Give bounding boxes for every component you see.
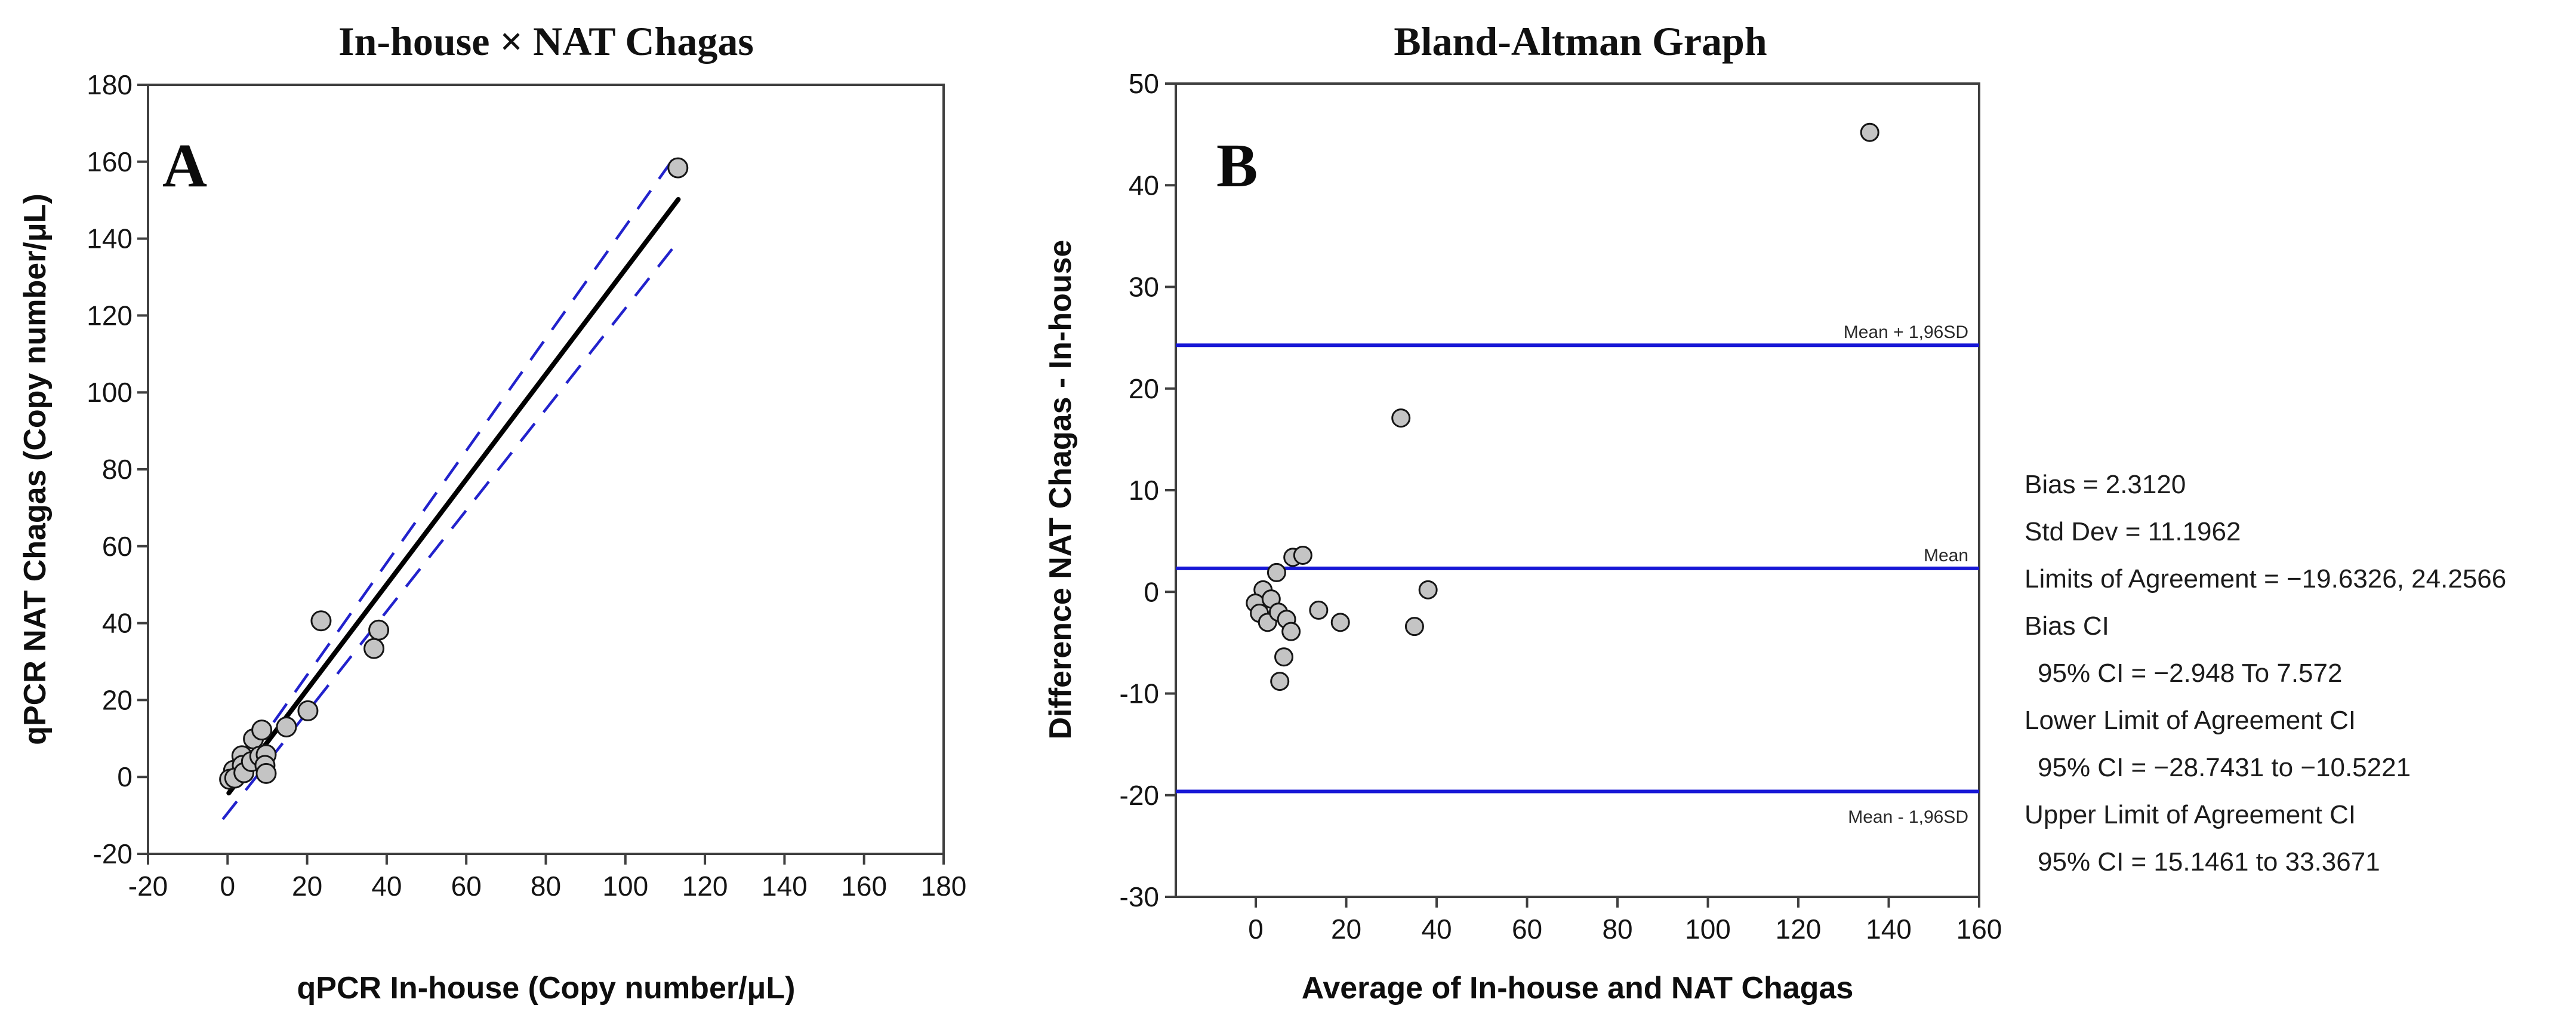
panel-b-letter: B bbox=[1216, 131, 1258, 200]
panel-a-title: In-house × NAT Chagas bbox=[338, 19, 754, 64]
data-point bbox=[1330, 613, 1350, 632]
panel-b-xaxis-label: Average of In-house and NAT Chagas bbox=[1302, 971, 1854, 1006]
data-point bbox=[1281, 622, 1301, 641]
y-tick-label: 40 bbox=[102, 608, 133, 639]
x-tick-label: 120 bbox=[682, 871, 728, 902]
data-point bbox=[1860, 122, 1879, 142]
plot-frame bbox=[1175, 82, 1980, 898]
data-point bbox=[1293, 545, 1312, 565]
x-tick-label: 140 bbox=[1866, 914, 1912, 945]
panel-b-yaxis-label: Difference NAT Chagas - In-house bbox=[1043, 240, 1078, 740]
panel-a-xaxis-label: qPCR In-house (Copy number/μL) bbox=[297, 971, 796, 1006]
stats-block: Bias = 2.3120 Std Dev = 11.1962 Limits o… bbox=[2025, 470, 2506, 877]
y-tick-label: 30 bbox=[1129, 272, 1159, 303]
y-tick-label: -20 bbox=[93, 838, 133, 869]
x-tick-label: 40 bbox=[371, 871, 402, 902]
y-tick-label: 0 bbox=[117, 761, 133, 792]
data-point bbox=[1418, 580, 1438, 599]
stats-lower-loa-ci-heading: Lower Limit of Agreement CI bbox=[2025, 706, 2356, 735]
data-point bbox=[667, 157, 689, 179]
x-tick-label: 180 bbox=[921, 871, 967, 902]
x-tick-label: 140 bbox=[762, 871, 808, 902]
y-tick-label: 40 bbox=[1129, 170, 1159, 201]
stats-lower-loa-ci-value: 95% CI = −28.7431 to −10.5221 bbox=[2038, 753, 2411, 782]
y-tick-label: 10 bbox=[1129, 475, 1159, 506]
panel-b-plot-area: 0 20 40 60 80 100 120 140 160 -30 -20 -10 0 10 20 30 40 5… bbox=[1120, 68, 2002, 945]
y-tick-label: 20 bbox=[1129, 373, 1159, 404]
data-point bbox=[1274, 647, 1294, 667]
confidence-interval-line-upper-ci bbox=[229, 150, 680, 784]
stats-upper-loa-ci-heading: Upper Limit of Agreement CI bbox=[2025, 800, 2356, 829]
y-tick-label: 80 bbox=[102, 454, 133, 485]
x-tick-label: 20 bbox=[1331, 914, 1361, 945]
y-tick-label: 140 bbox=[87, 223, 133, 254]
data-point bbox=[1267, 562, 1286, 582]
ba-lower-loa-label: Mean - 1,96SD bbox=[1848, 807, 1968, 827]
stats-limits-of-agreement: Limits of Agreement = −19.6326, 24.2566 bbox=[2025, 564, 2506, 594]
x-tick-label: 20 bbox=[292, 871, 322, 902]
data-point bbox=[368, 619, 390, 641]
x-tick-label: 0 bbox=[1248, 914, 1264, 945]
data-point bbox=[297, 700, 319, 721]
x-tick-label: 160 bbox=[841, 871, 887, 902]
y-tick-label: 60 bbox=[102, 531, 133, 562]
data-point bbox=[1309, 600, 1329, 620]
x-tick-label: 60 bbox=[1512, 914, 1542, 945]
x-tick-label: 160 bbox=[1956, 914, 2002, 945]
panel-a-yaxis-label: qPCR NAT Chagas (Copy number/μL) bbox=[18, 193, 53, 745]
regression-line bbox=[226, 196, 681, 796]
data-point bbox=[1404, 617, 1424, 637]
data-point bbox=[363, 638, 385, 659]
y-tick-label: 0 bbox=[1144, 576, 1159, 607]
x-tick-label: 100 bbox=[602, 871, 648, 902]
y-tick-label: 50 bbox=[1129, 68, 1159, 99]
y-tick-label: 180 bbox=[87, 69, 133, 100]
panel-a-letter: A bbox=[162, 131, 207, 200]
x-tick-label: 0 bbox=[220, 871, 236, 902]
data-point bbox=[251, 719, 273, 741]
y-tick-label: -10 bbox=[1120, 678, 1159, 709]
x-tick-label: 40 bbox=[1421, 914, 1452, 945]
data-point bbox=[1270, 672, 1290, 691]
stats-bias: Bias = 2.3120 bbox=[2025, 470, 2186, 499]
stats-stddev: Std Dev = 11.1962 bbox=[2025, 517, 2241, 546]
ba-upper-loa-label: Mean + 1,96SD bbox=[1844, 322, 1968, 342]
x-tick-label: 80 bbox=[1602, 914, 1632, 945]
stats-upper-loa-ci-value: 95% CI = 15.1461 to 33.3671 bbox=[2038, 847, 2380, 877]
ba-mean-label: Mean bbox=[1924, 546, 1968, 565]
data-point bbox=[310, 610, 332, 632]
y-tick-label: 160 bbox=[87, 146, 133, 177]
panel-a-plot-area: -20 0 20 40 60 80 100 120 140 160 180 -20 0 20 40 60 80 1… bbox=[87, 69, 966, 902]
y-tick-label: 100 bbox=[87, 377, 133, 408]
y-tick-label: 20 bbox=[102, 684, 133, 715]
confidence-interval-line-lower-ci bbox=[221, 244, 677, 820]
x-tick-label: -20 bbox=[128, 871, 168, 902]
data-point bbox=[255, 762, 277, 784]
data-point bbox=[276, 716, 297, 737]
x-tick-label: 80 bbox=[531, 871, 561, 902]
x-tick-label: 100 bbox=[1685, 914, 1731, 945]
stats-bias-ci-heading: Bias CI bbox=[2025, 611, 2109, 641]
y-tick-label: 120 bbox=[87, 300, 133, 331]
y-tick-label: -30 bbox=[1120, 881, 1159, 912]
x-tick-label: 60 bbox=[451, 871, 482, 902]
stats-bias-ci-value: 95% CI = −2.948 To 7.572 bbox=[2038, 659, 2342, 688]
panel-b-title: Bland-Altman Graph bbox=[1394, 19, 1767, 64]
data-point bbox=[1391, 408, 1411, 428]
y-tick-label: -20 bbox=[1120, 780, 1159, 811]
x-tick-label: 120 bbox=[1776, 914, 1822, 945]
